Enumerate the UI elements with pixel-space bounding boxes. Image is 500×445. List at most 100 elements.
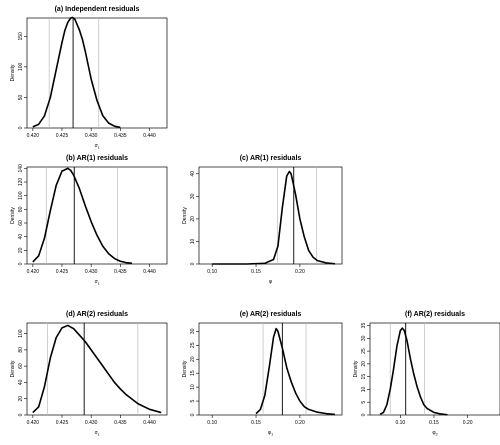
y-tick-label: 60 — [18, 363, 24, 369]
x-tick-label: 0.440 — [143, 420, 156, 426]
y-tick-label: 100 — [18, 191, 24, 200]
x-tick-label: 0.420 — [27, 420, 40, 426]
density-curve — [32, 16, 121, 129]
x-tick-label: 0.435 — [114, 420, 127, 426]
panel-title: (c) AR(1) residuals — [240, 155, 302, 162]
y-tick-label: 35 — [361, 323, 367, 329]
panel-title: (a) Independent residuals — [55, 6, 140, 13]
x-axis-label-symbol: φ — [268, 430, 272, 436]
x-tick-label: 0.430 — [85, 133, 98, 139]
x-axis-label-symbol: σ — [95, 143, 99, 149]
x-tick-label: 0.440 — [143, 269, 156, 275]
y-tick-label: 120 — [18, 178, 24, 187]
y-tick-label: 25 — [190, 342, 196, 348]
x-tick-label: 0.10 — [207, 420, 217, 426]
panel-title: (f) AR(2) residuals — [405, 311, 465, 318]
y-tick-label: 0 — [190, 262, 196, 265]
y-tick-label: 40 — [18, 379, 24, 385]
y-tick-label: 20 — [190, 216, 196, 222]
y-tick-label: 20 — [190, 356, 196, 362]
y-tick-label: 100 — [18, 329, 24, 338]
x-tick-label: 0.430 — [85, 420, 98, 426]
y-axis-label: Density — [353, 360, 359, 377]
density-curve — [32, 324, 162, 414]
plot-frame — [26, 17, 168, 129]
x-axis-label-subscript: ε — [98, 282, 100, 286]
x-axis-label: σε — [95, 143, 100, 150]
x-tick-label: 0.440 — [143, 133, 156, 139]
density-curve — [379, 327, 448, 416]
y-tick-label: 0 — [18, 413, 24, 416]
y-tick-label: 30 — [361, 335, 367, 341]
panel-e: (e) AR(2) residuals 0.10 0.15 0.20 0 5 10 15 20 2… — [182, 311, 343, 437]
x-axis-label-subscript: 2 — [436, 433, 438, 437]
x-tick-label: 0.15 — [251, 420, 261, 426]
x-axis-label-symbol: σ — [95, 279, 99, 285]
y-tick-label: 100 — [18, 62, 24, 71]
y-tick-label: 20 — [18, 247, 24, 253]
y-tick-label: 5 — [190, 399, 196, 402]
plot-frame — [198, 322, 343, 416]
x-axis-label-symbol: σ — [95, 430, 99, 436]
y-tick-label: 40 — [190, 171, 196, 177]
y-tick-label: 5 — [361, 401, 367, 404]
y-tick-label: 0 — [190, 413, 196, 416]
y-tick-label: 15 — [361, 374, 367, 380]
y-tick-label: 150 — [18, 32, 24, 41]
x-tick-label: 0.425 — [56, 269, 69, 275]
y-tick-label: 0 — [18, 126, 24, 129]
y-axis-label: Density — [10, 64, 16, 81]
y-tick-label: 10 — [190, 238, 196, 244]
y-tick-label: 20 — [361, 361, 367, 367]
y-tick-label: 50 — [18, 94, 24, 100]
plot-frame — [198, 166, 343, 265]
panel-title: (d) AR(2) residuals — [66, 311, 128, 318]
density-curve — [32, 167, 133, 265]
y-tick-label: 0 — [18, 262, 24, 265]
x-tick-label: 0.15 — [251, 269, 261, 275]
x-axis-label: φ1 — [268, 430, 273, 437]
x-tick-label: 0.15 — [429, 420, 439, 426]
x-axis-label-subscript: ε — [98, 146, 100, 150]
y-tick-label: 80 — [18, 206, 24, 212]
density-curve — [255, 327, 336, 416]
x-axis-label-subscript: ε — [98, 433, 100, 437]
panel-a: (a) Independent residuals 0.420 0.425 0.430… — [10, 6, 168, 150]
y-tick-label: 140 — [18, 164, 24, 173]
y-tick-label: 30 — [190, 193, 196, 199]
y-axis-label: Density — [182, 207, 188, 224]
y-axis-label: Density — [10, 360, 16, 377]
x-tick-label: 0.20 — [463, 420, 473, 426]
y-tick-label: 25 — [361, 348, 367, 354]
y-tick-label: 20 — [18, 396, 24, 402]
x-tick-label: 0.420 — [27, 269, 40, 275]
x-axis-label: σε — [95, 279, 100, 286]
panel-b: (b) AR(1) residuals 0.420 0.425 0.430 0.435 0… — [10, 155, 168, 286]
x-axis-label-subscript: 1 — [271, 433, 273, 437]
x-tick-label: 0.435 — [114, 269, 127, 275]
y-tick-label: 80 — [18, 347, 24, 353]
y-tick-label: 15 — [190, 370, 196, 376]
x-tick-label: 0.20 — [295, 420, 305, 426]
y-tick-label: 60 — [18, 220, 24, 226]
y-tick-label: 30 — [190, 328, 196, 334]
panel-c: (c) AR(1) residuals 0.10 0.15 0.20 0 10 20 30 40… — [182, 155, 343, 285]
y-tick-label: 40 — [18, 234, 24, 240]
x-tick-label: 0.20 — [295, 269, 305, 275]
panel-f: (f) AR(2) residuals 0.10 0.15 0.20 0 5 10 15 20 2… — [353, 311, 500, 437]
x-tick-label: 0.420 — [27, 133, 40, 139]
x-axis-label: φ2 — [432, 430, 437, 437]
plot-frame — [369, 322, 500, 416]
x-tick-label: 0.435 — [114, 133, 127, 139]
x-tick-label: 0.10 — [395, 420, 405, 426]
x-tick-label: 0.430 — [85, 269, 98, 275]
y-tick-label: 10 — [361, 386, 367, 392]
plot-frame — [26, 322, 168, 416]
x-tick-label: 0.425 — [56, 133, 69, 139]
x-tick-label: 0.425 — [56, 420, 69, 426]
x-axis-label: σε — [95, 430, 100, 437]
density-curve — [212, 170, 336, 265]
y-tick-label: 10 — [190, 384, 196, 390]
y-tick-label: 0 — [361, 413, 367, 416]
